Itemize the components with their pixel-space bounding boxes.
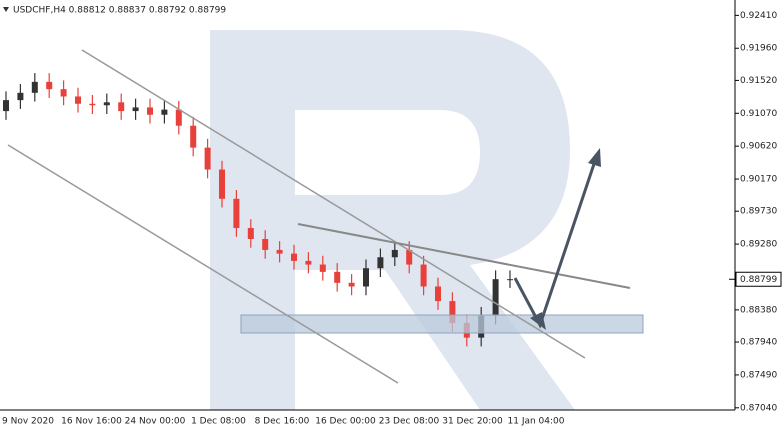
last-price-tag xyxy=(735,271,782,287)
chart-title: USDCHF,H4 0.88812 0.88837 0.88792 0.8879… xyxy=(13,6,226,16)
y-tick-label: 0.91520 xyxy=(740,76,777,86)
candle-body xyxy=(262,238,269,250)
candle-body xyxy=(89,103,96,106)
y-tick-label: 0.87040 xyxy=(740,403,777,413)
candle-body xyxy=(420,264,427,287)
arrow-head xyxy=(530,312,546,330)
candle-body xyxy=(406,249,413,265)
y-tick-label: 0.91960 xyxy=(740,44,777,54)
candle-body xyxy=(492,279,499,316)
candle-body xyxy=(161,109,168,115)
candle-body xyxy=(175,109,182,126)
candle-body xyxy=(103,102,110,106)
trend-line xyxy=(297,223,631,289)
y-tick-label: 0.91070 xyxy=(740,109,777,119)
candle-body xyxy=(348,282,355,287)
candle-body xyxy=(449,301,456,324)
y-tick-label: 0.90620 xyxy=(740,142,777,152)
channel-lower xyxy=(7,144,399,384)
x-tick-label: 24 Nov 00:00 xyxy=(125,417,186,427)
candle-body xyxy=(305,260,312,265)
x-tick-label: 23 Dec 08:00 xyxy=(379,417,440,427)
candle-body xyxy=(247,228,254,239)
x-tick-label: 16 Dec 00:00 xyxy=(315,417,376,427)
y-tick-label: 0.88380 xyxy=(740,305,777,315)
candle-body xyxy=(3,100,9,112)
candle-body xyxy=(319,264,326,272)
arrow-head xyxy=(588,148,601,167)
x-tick-label: 31 Dec 20:00 xyxy=(442,417,503,427)
candle-body xyxy=(60,89,67,97)
candle-body xyxy=(377,257,384,269)
x-tick-label: 1 Dec 08:00 xyxy=(191,417,246,427)
candle-body xyxy=(363,268,369,287)
x-tick-label: 9 Nov 2020 xyxy=(2,417,54,427)
candle-body xyxy=(147,107,153,115)
candle-body xyxy=(507,279,513,281)
candle-body xyxy=(291,253,297,261)
candle-body xyxy=(219,169,225,199)
plot-area xyxy=(3,73,513,347)
candle-body xyxy=(31,81,38,93)
y-tick-label: 0.90170 xyxy=(740,175,777,185)
candle-body xyxy=(118,102,125,112)
candle-body xyxy=(276,249,283,254)
candle-body xyxy=(132,107,139,112)
candle-body xyxy=(190,125,197,148)
x-tick-label: 11 Jan 04:00 xyxy=(508,417,565,427)
y-tick-label: 0.92410 xyxy=(740,11,777,21)
candle-body xyxy=(435,286,441,302)
y-tick-label: 0.87940 xyxy=(740,338,777,348)
channel-upper xyxy=(81,49,586,359)
candle-body xyxy=(17,92,24,101)
candle-body xyxy=(204,147,211,170)
candle-body xyxy=(233,198,240,229)
last-price-label: 0.88799 xyxy=(740,275,777,285)
y-tick-label: 0.89730 xyxy=(740,207,777,217)
x-tick-label: 8 Dec 16:00 xyxy=(255,417,310,427)
y-tick-label: 0.89280 xyxy=(740,240,777,250)
candle-body xyxy=(334,271,341,283)
candle-body xyxy=(391,249,398,258)
menu-arrow xyxy=(3,7,9,12)
candle-body xyxy=(46,81,53,90)
x-tick-label: 16 Nov 16:00 xyxy=(61,417,122,427)
candle-body xyxy=(75,96,81,104)
y-tick-label: 0.87490 xyxy=(740,370,777,380)
